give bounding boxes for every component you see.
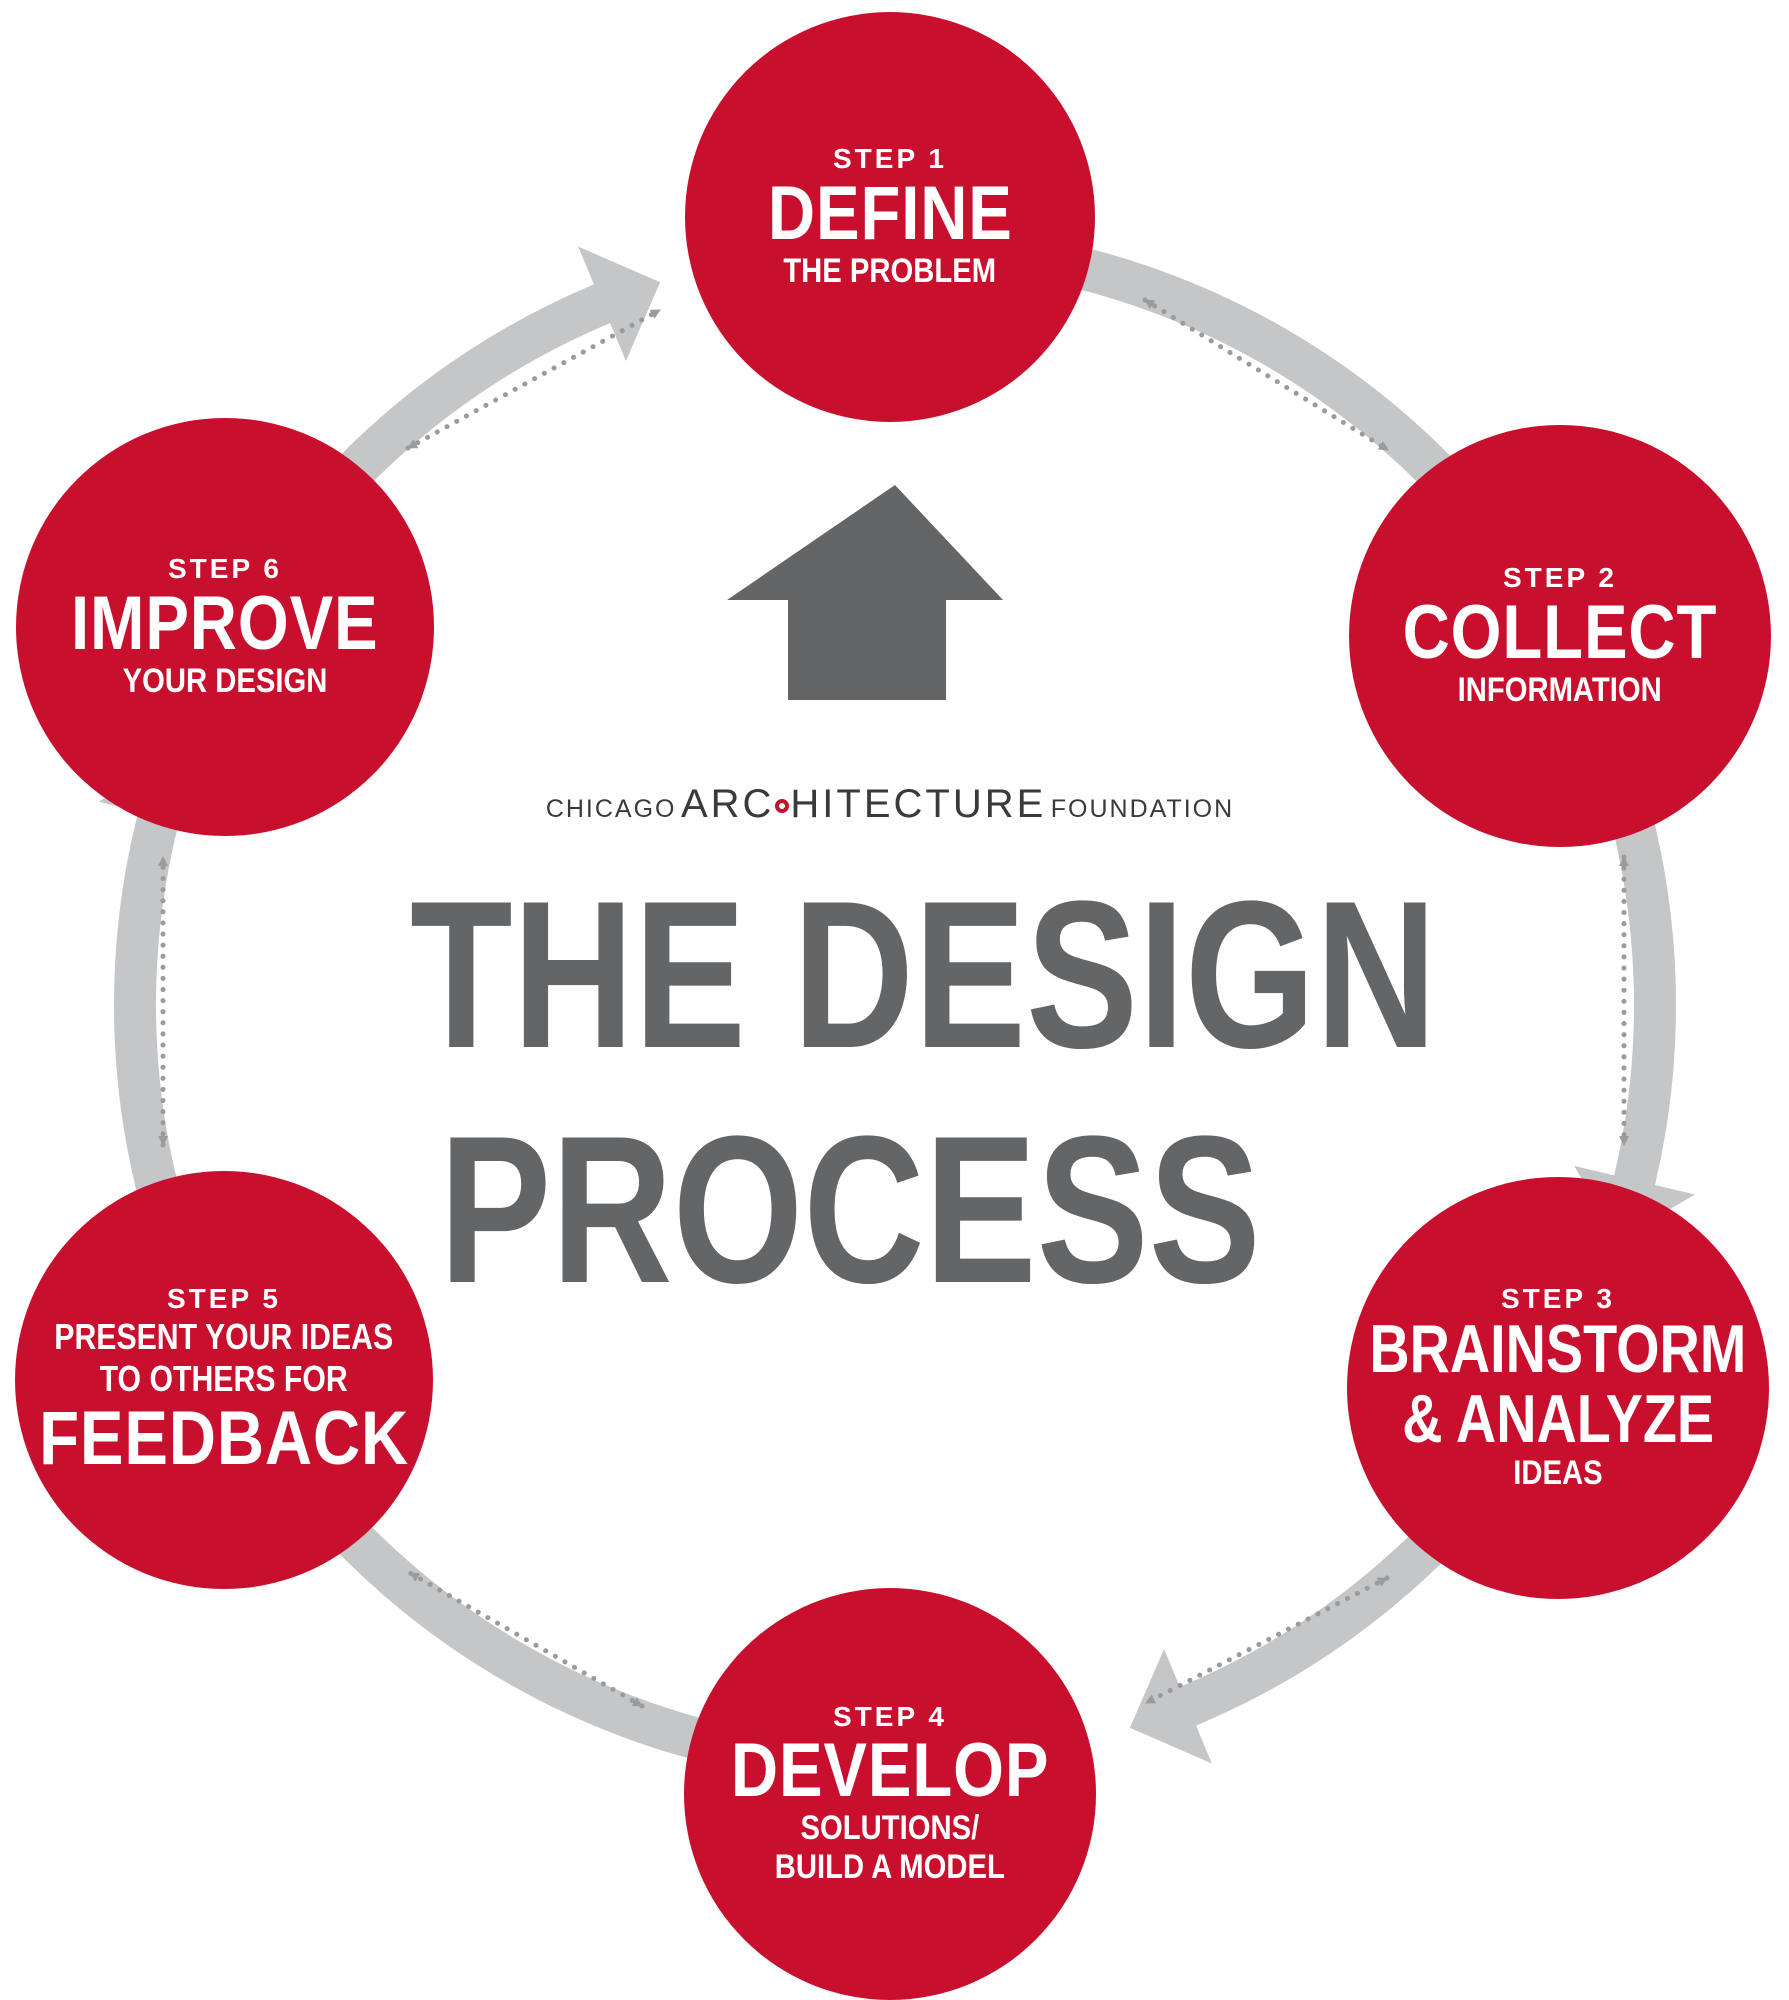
step-4-subtitle: SOLUTIONS/ bbox=[800, 1809, 980, 1847]
step-4-number: STEP 4 bbox=[833, 1700, 947, 1732]
step-3-title-2: & ANALYZE bbox=[1402, 1380, 1714, 1457]
step-3-subtitle: IDEAS bbox=[1513, 1453, 1603, 1492]
step-2-title: COLLECT bbox=[1402, 589, 1718, 675]
step-6-number: STEP 6 bbox=[168, 553, 282, 585]
organization-caption: CHICAGO ARC HITECTURE FOUNDATION bbox=[530, 782, 1250, 827]
step-5-title: FEEDBACK bbox=[39, 1395, 410, 1481]
step-3-number: STEP 3 bbox=[1501, 1283, 1615, 1314]
connector-step3-step4 bbox=[1143, 1575, 1390, 1706]
connector-step4-step5 bbox=[407, 1570, 645, 1709]
step-5-text-2: TO OTHERS FOR bbox=[99, 1358, 349, 1400]
step-4-circle: STEP 4 DEVELOP SOLUTIONS/ BUILD A MODEL bbox=[684, 1588, 1096, 2000]
step-3-circle: STEP 3 BRAINSTORM & ANALYZE IDEAS bbox=[1347, 1177, 1769, 1599]
arrow-step5-to-step6 bbox=[98, 757, 219, 1194]
connector-step1-step2 bbox=[1142, 297, 1391, 453]
step-2-number: STEP 2 bbox=[1503, 562, 1617, 594]
step-1-title: DEFINE bbox=[767, 170, 1013, 256]
step-5-number: STEP 5 bbox=[167, 1283, 281, 1315]
step-5-text: PRESENT YOUR IDEAS bbox=[54, 1315, 394, 1357]
center-up-arrow bbox=[727, 485, 1003, 700]
step-2-subtitle: INFORMATION bbox=[1457, 670, 1663, 709]
arrow-step2-to-step3 bbox=[1574, 789, 1695, 1240]
title-line-2: PROCESS bbox=[439, 1092, 1261, 1327]
title-line-1: THE DESIGN bbox=[410, 857, 1437, 1092]
caption-center-a: ARC bbox=[680, 782, 775, 826]
step-2-circle: STEP 2 COLLECT INFORMATION bbox=[1349, 425, 1771, 847]
step-1-circle: STEP 1 DEFINE THE PROBLEM bbox=[685, 12, 1095, 422]
connector-arrows bbox=[158, 297, 1629, 1709]
caption-left: CHICAGO bbox=[545, 795, 677, 823]
logo-dot-icon bbox=[775, 799, 790, 813]
caption-right: FOUNDATION bbox=[1050, 795, 1235, 823]
step-6-title: IMPROVE bbox=[71, 580, 379, 666]
step-4-title: DEVELOP bbox=[730, 1728, 1050, 1813]
connector-step6-step1 bbox=[405, 307, 663, 451]
caption-center-b: HITECTURE bbox=[790, 782, 1047, 826]
step-4-subtitle-2: BUILD A MODEL bbox=[774, 1848, 1006, 1887]
step-5-circle: STEP 5 PRESENT YOUR IDEAS TO OTHERS FOR … bbox=[15, 1171, 433, 1589]
step-1-subtitle: THE PROBLEM bbox=[783, 251, 997, 290]
step-1-number: STEP 1 bbox=[833, 143, 947, 175]
step-3-title: BRAINSTORM bbox=[1369, 1311, 1747, 1388]
step-6-circle: STEP 6 IMPROVE YOUR DESIGN bbox=[16, 418, 434, 836]
step-6-subtitle: YOUR DESIGN bbox=[122, 661, 328, 700]
